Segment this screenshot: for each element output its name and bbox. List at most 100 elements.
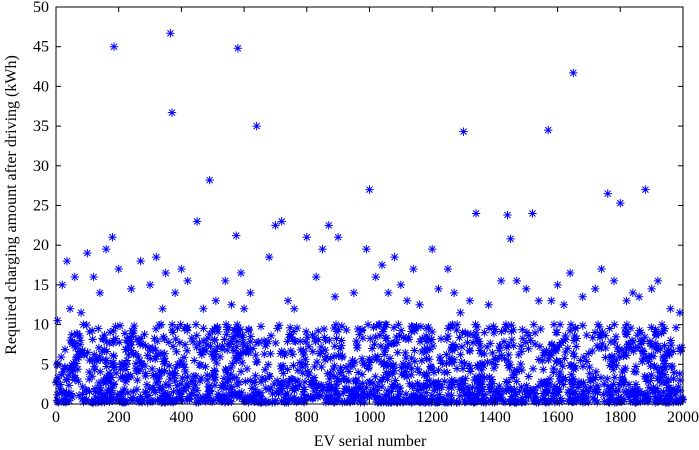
data-point — [557, 338, 566, 347]
data-point — [129, 387, 138, 396]
data-point — [472, 383, 482, 393]
data-point — [212, 323, 222, 332]
data-point — [609, 365, 618, 374]
data-point — [70, 375, 80, 384]
data-point — [251, 396, 261, 405]
data-point — [601, 331, 610, 340]
data-point — [251, 371, 260, 380]
data-point — [100, 394, 109, 404]
data-point — [629, 337, 638, 347]
data-point — [496, 276, 506, 286]
data-point — [578, 321, 587, 330]
data-point — [457, 357, 466, 367]
data-point — [609, 276, 619, 286]
data-point — [402, 296, 412, 305]
data-point — [256, 322, 266, 331]
data-point — [110, 362, 119, 371]
data-point — [312, 389, 322, 399]
data-point — [234, 329, 243, 339]
data-point — [618, 373, 627, 382]
data-point — [507, 321, 516, 330]
data-point — [487, 384, 496, 393]
data-point — [150, 334, 159, 343]
data-point — [409, 264, 418, 274]
data-point — [308, 394, 317, 403]
data-point — [337, 336, 346, 345]
data-point — [459, 127, 468, 136]
data-point — [276, 349, 285, 358]
data-point — [605, 324, 614, 333]
data-point — [191, 320, 201, 329]
data-point — [589, 386, 599, 396]
data-point — [472, 395, 481, 404]
data-point — [642, 372, 652, 382]
data-point — [434, 284, 443, 294]
data-point — [153, 374, 163, 384]
data-point — [657, 329, 666, 338]
data-point — [78, 390, 87, 399]
data-point — [56, 352, 66, 362]
data-point — [643, 377, 653, 386]
data-point — [455, 397, 464, 407]
data-point — [296, 336, 305, 346]
data-point — [510, 370, 519, 379]
data-point — [622, 296, 631, 305]
data-point — [183, 372, 192, 382]
data-point — [384, 288, 393, 298]
data-point — [222, 330, 231, 339]
data-point — [127, 326, 137, 336]
data-point — [227, 397, 236, 406]
data-point — [478, 385, 487, 394]
data-point — [326, 354, 335, 363]
data-point — [505, 360, 515, 369]
data-point — [536, 324, 545, 334]
data-point — [497, 327, 506, 336]
data-point — [141, 369, 150, 378]
data-point — [195, 338, 204, 348]
data-point — [446, 323, 456, 332]
data-point — [653, 276, 663, 286]
data-point — [624, 340, 633, 349]
data-point — [663, 347, 672, 356]
data-point — [550, 398, 560, 407]
data-point — [393, 348, 402, 357]
data-point — [359, 387, 368, 396]
data-point — [182, 346, 192, 355]
data-point — [435, 394, 444, 404]
data-points — [51, 29, 688, 407]
data-point — [636, 397, 645, 406]
data-point — [396, 280, 406, 290]
data-point — [337, 341, 346, 350]
data-point — [246, 332, 255, 341]
data-point — [419, 398, 429, 407]
data-point — [406, 398, 416, 407]
data-point — [558, 362, 567, 371]
data-point — [445, 397, 455, 406]
data-point — [138, 340, 148, 349]
data-point — [339, 374, 348, 383]
data-point — [102, 394, 111, 403]
data-point — [466, 330, 476, 339]
data-point — [415, 337, 425, 346]
data-point — [463, 338, 472, 347]
data-point — [426, 362, 436, 372]
data-point — [524, 392, 533, 401]
data-point — [446, 344, 456, 354]
data-point — [634, 292, 644, 302]
data-point — [288, 383, 297, 393]
data-point — [447, 383, 456, 393]
data-point — [353, 368, 363, 377]
data-point — [504, 350, 513, 360]
data-point — [330, 372, 339, 381]
data-point — [69, 359, 78, 368]
data-point — [612, 361, 621, 370]
data-point — [236, 349, 245, 358]
data-point — [420, 344, 429, 354]
data-point — [274, 389, 283, 398]
data-point — [199, 336, 209, 345]
data-point — [379, 373, 388, 382]
data-point — [472, 391, 482, 401]
data-point — [158, 304, 167, 313]
data-point — [132, 385, 142, 394]
